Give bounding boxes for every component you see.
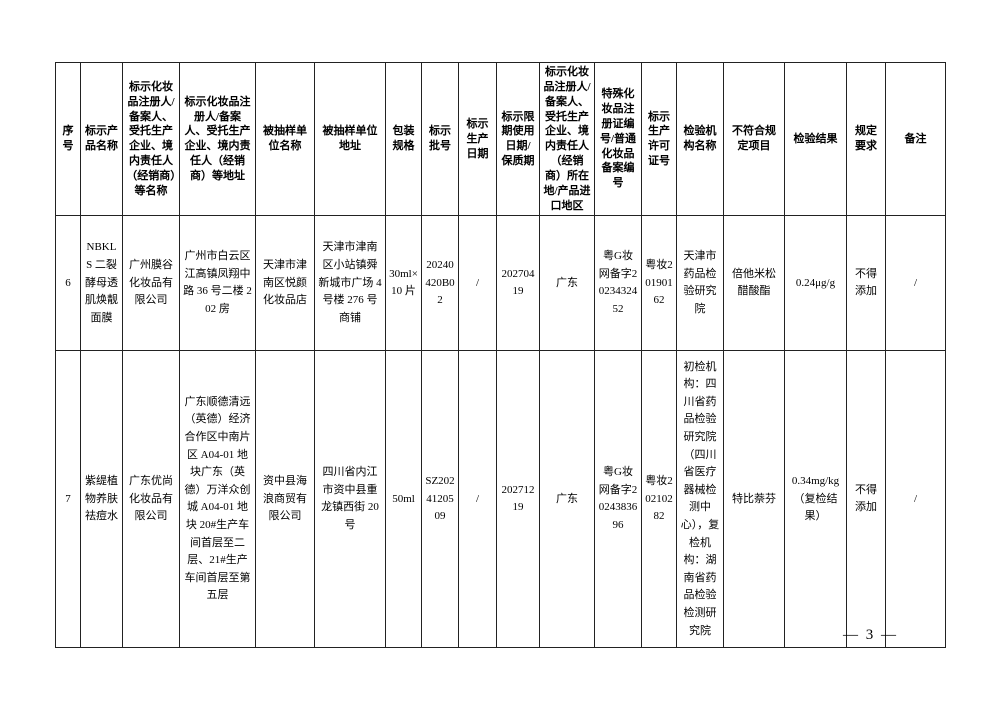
column-header-registration-number: 特殊化妆品注册证编号/普通化妆品备案编号 bbox=[594, 61, 642, 217]
column-header-production-license: 标示生产许可证号 bbox=[641, 61, 677, 217]
table-cell: / bbox=[885, 350, 946, 649]
column-header-registrant-location: 标示化妆品注册人/备案人、受托生产企业、境内责任人（经销商）所在地/产品进口地区 bbox=[539, 61, 595, 217]
page-number: — 3 — bbox=[843, 627, 898, 643]
table-cell: 天津市津南区小站镇舜新城市广场 4 号楼 276 号商铺 bbox=[314, 215, 386, 352]
column-header-inspection-agency: 检验机构名称 bbox=[676, 61, 724, 217]
table-cell: 初检机构：四川省药品检验研究院（四川省医疗器械检测中心），复检机构：湖南省药品检… bbox=[676, 350, 724, 649]
column-header-registrant-address: 标示化妆品注册人/备案人、受托生产企业、境内责任人（经销商）等地址 bbox=[179, 61, 256, 217]
table-cell: 紫缇植物养肤祛痘水 bbox=[80, 350, 123, 649]
table-header-row: 序号 标示产品名称 标示化妆品注册人/备案人、受托生产企业、境内责任人（经销商）… bbox=[55, 61, 946, 217]
table-cell: 特比萘芬 bbox=[723, 350, 785, 649]
table-cell: / bbox=[458, 215, 497, 352]
table-cell: 30ml×10 片 bbox=[385, 215, 422, 352]
column-header-registrant-name: 标示化妆品注册人/备案人、受托生产企业、境内责任人（经销商）等名称 bbox=[122, 61, 180, 217]
table-cell: 7 bbox=[55, 350, 81, 649]
table-cell: 广东 bbox=[539, 350, 595, 649]
table-cell: 6 bbox=[55, 215, 81, 352]
table-cell: 天津市药品检验研究院 bbox=[676, 215, 724, 352]
table-cell: 20240420B02 bbox=[421, 215, 459, 352]
column-header-batch-number: 标示批号 bbox=[421, 61, 459, 217]
table-cell: 0.34mg/kg（复检结果） bbox=[784, 350, 847, 649]
column-header-sampled-unit-address: 被抽样单位地址 bbox=[314, 61, 386, 217]
table-cell: 0.24μg/g bbox=[784, 215, 847, 352]
table-row: 6 NBKLS 二裂酵母透肌焕靓面膜 广州膜谷化妆品有限公司 广州市白云区江高镇… bbox=[55, 215, 946, 352]
table-cell: 广东顺德清远（英德）经济合作区中南片区 A04-01 地块广东（英德）万洋众创城… bbox=[179, 350, 256, 649]
inspection-results-table: 序号 标示产品名称 标示化妆品注册人/备案人、受托生产企业、境内责任人（经销商）… bbox=[55, 61, 946, 649]
column-header-expiry-shelf-life: 标示限期使用日期/保质期 bbox=[496, 61, 540, 217]
table-cell: 20271219 bbox=[496, 350, 540, 649]
table-cell: SZ2024120509 bbox=[421, 350, 459, 649]
table-cell: / bbox=[458, 350, 497, 649]
column-header-sampled-unit-name: 被抽样单位名称 bbox=[255, 61, 315, 217]
table-row: 7 紫缇植物养肤祛痘水 广东优尚化妆品有限公司 广东顺德清远（英德）经济合作区中… bbox=[55, 350, 946, 649]
table-cell: 广东 bbox=[539, 215, 595, 352]
column-header-noncompliant-item: 不符合规定项目 bbox=[723, 61, 785, 217]
table-cell: 倍他米松醋酸酯 bbox=[723, 215, 785, 352]
column-header-packaging-spec: 包装规格 bbox=[385, 61, 422, 217]
table-cell: 广州膜谷化妆品有限公司 bbox=[122, 215, 180, 352]
table-cell: 天津市津南区悦颜化妆品店 bbox=[255, 215, 315, 352]
table-cell: 广东优尚化妆品有限公司 bbox=[122, 350, 180, 649]
table-cell: 不得添加 bbox=[846, 350, 886, 649]
table-cell: 粤G妆网备字2024383696 bbox=[594, 350, 642, 649]
column-header-production-date: 标示生产日期 bbox=[458, 61, 497, 217]
table-cell: 不得添加 bbox=[846, 215, 886, 352]
table-cell: 粤G妆网备字2023432452 bbox=[594, 215, 642, 352]
column-header-requirement: 规定要求 bbox=[846, 61, 886, 217]
column-header-inspection-result: 检验结果 bbox=[784, 61, 847, 217]
column-header-seq: 序号 bbox=[55, 61, 81, 217]
table-cell: 粤妆20210282 bbox=[641, 350, 677, 649]
table-cell: 广州市白云区江高镇凤翔中路 36 号二楼 202 房 bbox=[179, 215, 256, 352]
table-cell: 50ml bbox=[385, 350, 422, 649]
table-cell: 20270419 bbox=[496, 215, 540, 352]
column-header-remarks: 备注 bbox=[885, 61, 946, 217]
table-cell: NBKLS 二裂酵母透肌焕靓面膜 bbox=[80, 215, 123, 352]
table-cell: 四川省内江市资中县重龙镇西街 20 号 bbox=[314, 350, 386, 649]
column-header-product-name: 标示产品名称 bbox=[80, 61, 123, 217]
table-cell: 粤妆20190162 bbox=[641, 215, 677, 352]
table-cell: / bbox=[885, 215, 946, 352]
table-cell: 资中县海浪商贸有限公司 bbox=[255, 350, 315, 649]
